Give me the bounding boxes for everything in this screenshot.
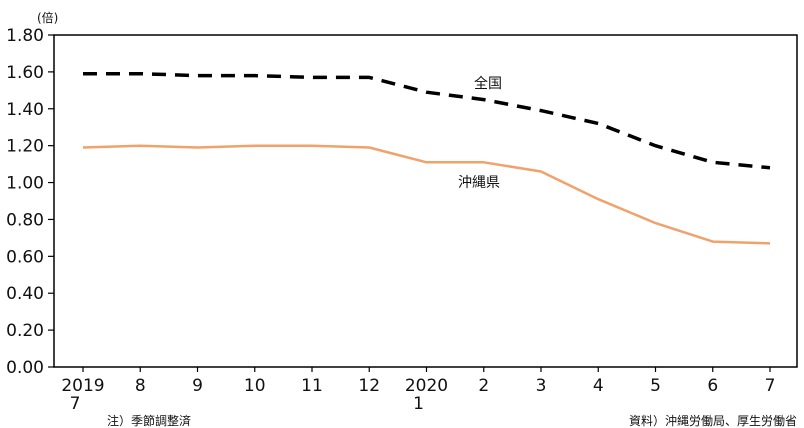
y-tick-label: 0.20 [6, 321, 44, 341]
y-unit-label: (倍) [37, 10, 58, 25]
series-label-okinawa: 沖縄県 [458, 175, 500, 191]
x-tick-label: 9 [192, 376, 203, 396]
y-tick-label: 0.00 [6, 358, 44, 378]
x-tick-label: 3 [536, 376, 547, 396]
series-line-okinawa [82, 144, 771, 245]
y-tick-label: 1.80 [6, 26, 44, 46]
y-tick-label: 0.40 [6, 284, 44, 304]
y-tick-label: 1.20 [6, 137, 44, 157]
x-tick-sublabel: 7 [70, 394, 81, 414]
x-tick-label: 2020 [405, 376, 448, 396]
x-tick-label: 12 [358, 376, 380, 396]
x-tick-label: 2019 [61, 376, 104, 396]
series-label-national: 全国 [474, 75, 502, 92]
x-tick-label: 8 [135, 376, 146, 396]
y-tick-label: 0.80 [6, 210, 44, 230]
x-tick-label: 4 [593, 376, 604, 396]
chart-note: 注）季節調整済 [107, 413, 191, 428]
x-tick-sublabel: 1 [413, 394, 424, 414]
chart-source: 資料）沖縄労働局、厚生労働省 [629, 413, 797, 428]
y-tick-label: 1.40 [6, 100, 44, 120]
x-tick-label: 10 [244, 376, 266, 396]
y-tick-label: 0.60 [6, 247, 44, 267]
x-tick-label: 2 [478, 376, 489, 396]
y-axis-ticks: 0.00 0.20 0.40 0.60 0.80 1.00 1.20 1.40 1.60 1.80 [6, 26, 54, 378]
series-line-national [83, 71, 771, 170]
x-tick-label: 7 [765, 376, 776, 396]
x-tick-label: 6 [707, 376, 718, 396]
y-tick-label: 1.60 [6, 63, 44, 83]
plot-area-frame [53, 34, 798, 368]
x-tick-label: 11 [301, 376, 323, 396]
x-tick-label: 5 [650, 376, 661, 396]
series-layer [82, 71, 771, 245]
y-tick-label: 1.00 [6, 174, 44, 194]
